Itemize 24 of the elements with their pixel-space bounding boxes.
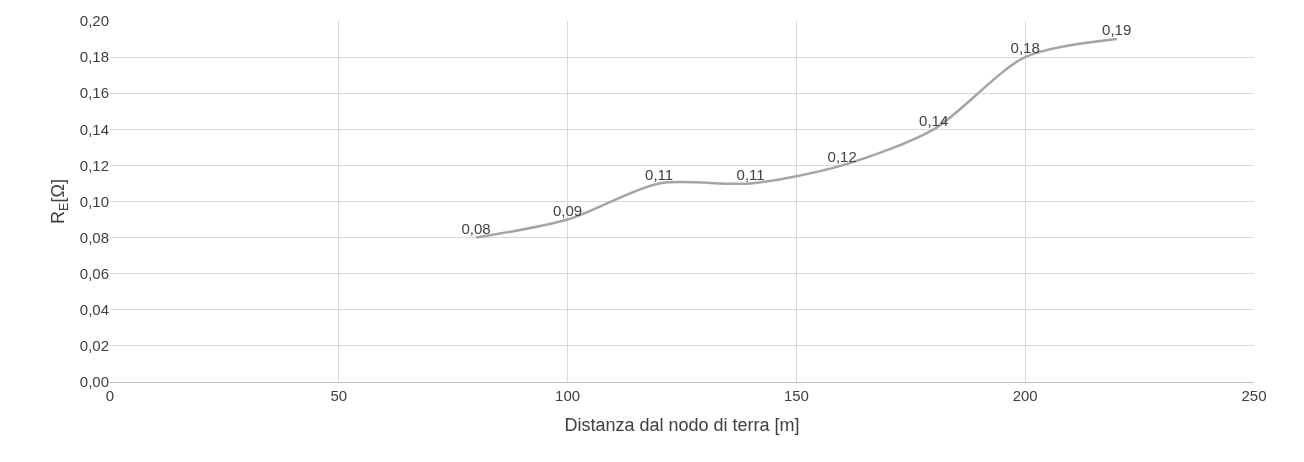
data-label: 0,09: [553, 201, 583, 219]
y-tick-label: 0,14: [79, 120, 109, 138]
data-label: 0,18: [1010, 39, 1040, 57]
y-tick-label: 0,02: [79, 337, 109, 355]
x-tick-label: 100: [555, 387, 581, 404]
y-tick-label: 0,04: [79, 301, 109, 319]
y-tick-label: 0,12: [79, 156, 109, 174]
data-label: 0,12: [827, 147, 857, 165]
x-tick-label: 200: [1012, 387, 1038, 404]
y-tick-label: 0,08: [79, 228, 109, 246]
data-label: 0,08: [461, 219, 491, 237]
x-tick-label: 50: [330, 387, 348, 404]
data-label: 0,14: [919, 111, 949, 129]
data-label: 0,19: [1102, 21, 1132, 39]
y-tick-label: 0,20: [79, 12, 109, 30]
data-label: 0,11: [736, 165, 765, 183]
y-tick-label: 0,06: [79, 264, 109, 282]
y-tick-label: 0,18: [79, 48, 109, 66]
x-tick-label: 250: [1241, 387, 1267, 404]
y-tick-label: 0,10: [79, 192, 109, 210]
data-label: 0,11: [645, 165, 674, 183]
y-tick-label: 0,16: [79, 84, 109, 102]
x-tick-label: 150: [783, 387, 809, 404]
x-axis-title: Distanza dal nodo di terra [m]: [564, 415, 800, 436]
